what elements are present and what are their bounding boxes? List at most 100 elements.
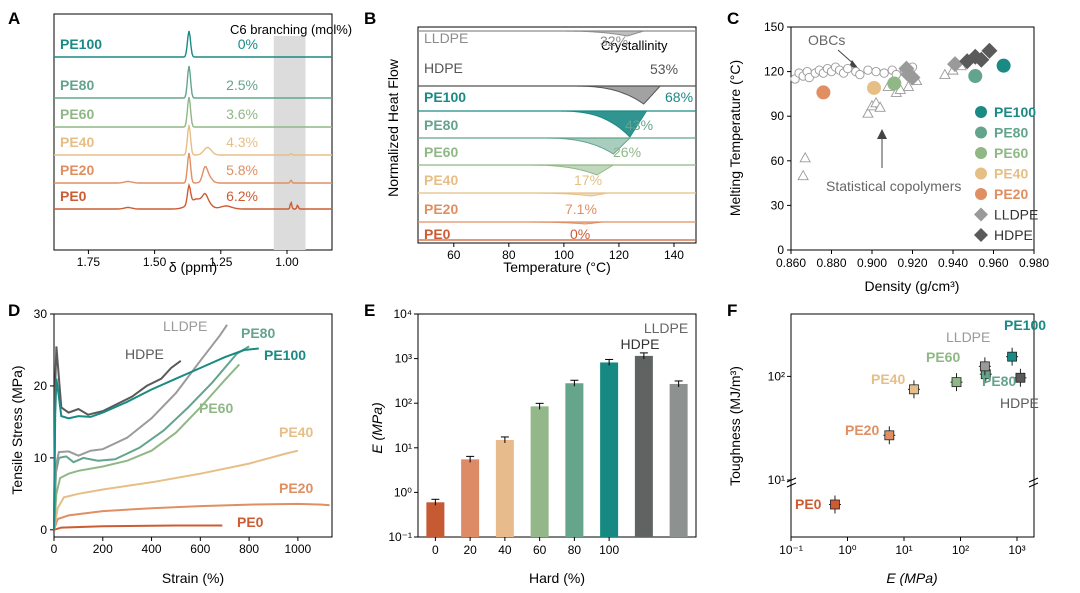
panel-c-xtick-label: 0.860 [776, 256, 806, 270]
panel-f-ytick-label: 10² [768, 369, 785, 383]
panel-c-legend-marker [975, 106, 987, 118]
panel-f-axis-break-right [1028, 477, 1039, 488]
panel-d-series-label: PE0 [237, 514, 264, 530]
panel-c-obc-point [879, 68, 889, 78]
panel-b-series-label: PE20 [424, 201, 458, 217]
panel-c-legend-marker [974, 228, 988, 242]
panel-b-xlabel: Temperature (°C) [503, 259, 611, 275]
panel-d-series-label: PE60 [199, 400, 233, 416]
panel-a-xtick-label: 1.75 [77, 255, 101, 269]
panel-e-bar-label-hdpe: HDPE [621, 336, 660, 352]
panel-c-point-pe60 [887, 76, 902, 91]
panel-c-copolymer-point [797, 169, 809, 181]
panel-e-bar [530, 406, 549, 537]
panel-b-crystallinity-value: 26% [613, 144, 641, 160]
panel-f-point-hdpe [1015, 372, 1026, 383]
panel-d-xtick-label: 600 [190, 542, 210, 556]
panel-d-tensile: Tensile Stress (MPa) Strain (%) 0 200 400 6… [9, 307, 333, 586]
panel-f-xtick-label: 10² [952, 543, 969, 557]
panel-d-curve-pe0 [53, 524, 223, 531]
panel-f-point-pe100 [1007, 351, 1018, 362]
panel-letter-f: F [727, 301, 737, 320]
panel-c-copolymer-point [874, 101, 886, 112]
panel-b-crystallinity-value: 7.1% [565, 201, 597, 217]
panel-e-modulus: E (MPa) Hard (%) 10⁻¹ 10⁰ 10¹ 10² 10³ 10⁴ 0 20 4… [369, 307, 697, 586]
panel-d-curve-lldpe [53, 324, 228, 530]
panel-c-annotation-copolymers: Statistical copolymers [826, 178, 961, 194]
panel-a-xtick-label: 1.00 [275, 255, 299, 269]
panel-c-legend-marker [975, 188, 987, 200]
panel-b-crystallinity-value: 68% [665, 89, 693, 105]
panel-f-frame [790, 313, 1035, 538]
panel-b-xtick-label: 60 [447, 248, 461, 262]
panel-a-branching-value: 0% [238, 36, 258, 52]
panel-c-legend-label: PE80 [994, 125, 1028, 141]
panel-b-xtick-label: 80 [502, 248, 516, 262]
panel-e-xlabel: Hard (%) [529, 570, 585, 586]
panel-f-ytick-label: 10¹ [768, 473, 785, 487]
panel-b-series-label: PE0 [424, 226, 451, 242]
panel-d-ytick-label: 0 [40, 523, 47, 537]
panel-letter-e: E [364, 301, 375, 320]
panel-d-curve-pe60 [53, 363, 241, 530]
panel-a-branching-value: 2.5% [226, 77, 258, 93]
panel-f-series-label: PE80 [982, 373, 1016, 389]
panel-f-series-label: PE0 [795, 496, 822, 512]
panel-b-dsc: Normalized Heat Flow Temperature (°C) Cr… [385, 26, 697, 275]
panel-b-melt-peak-hdpe [566, 85, 662, 105]
panel-f-series-label: PE100 [1004, 317, 1046, 333]
panel-a-spectrum-pe100 [54, 30, 332, 58]
panel-c-legend-label: PE100 [994, 104, 1036, 120]
panel-b-melt-peak-pe60 [519, 164, 616, 176]
panel-c-point-lldpe [898, 60, 915, 77]
panel-f-xtick-label: 10⁻¹ [779, 543, 803, 557]
panel-c-xtick-label: 0.880 [816, 256, 846, 270]
panel-f-series-label: PE40 [871, 371, 905, 387]
panel-a-spectrum-pe60 [54, 96, 332, 128]
panel-c-ytick-label: 150 [764, 20, 784, 34]
panel-a-frame [53, 13, 333, 251]
panel-c-xlabel: Density (g/cm³) [865, 278, 960, 294]
panel-d-curve-pe80 [53, 345, 250, 530]
panel-d-curve-pe40 [53, 449, 299, 530]
panel-e-xtick-label: 100 [599, 543, 619, 557]
panel-c-obc-point [855, 69, 865, 80]
panel-c-point-pe40 [867, 80, 882, 95]
panel-letter-a: A [8, 9, 20, 28]
panel-d-curve-hdpe [53, 346, 182, 530]
panel-e-bar-label-lldpe: LLDPE [644, 320, 688, 336]
panel-c-obc-point [871, 66, 881, 77]
panel-b-crystallinity-value: 0% [570, 226, 590, 242]
panel-b-series-label: PE100 [424, 89, 466, 105]
panel-f-xtick-label: 10⁰ [838, 543, 856, 557]
panel-d-xlabel: Strain (%) [162, 570, 224, 586]
panel-b-series-label: PE80 [424, 117, 458, 133]
panel-e-bar [634, 355, 653, 537]
panel-c-point-hdpe [973, 51, 990, 68]
panel-d-series-label: PE80 [241, 325, 275, 341]
panel-c-point-pe80 [968, 69, 983, 84]
panel-a-annotation: C6 branching (mol%) [230, 22, 352, 37]
panel-e-xtick-label: 60 [533, 543, 547, 557]
panel-a-series-label: PE40 [60, 134, 94, 150]
panel-f-point-pe60 [951, 377, 962, 388]
panel-c-legend-label: PE60 [994, 145, 1028, 161]
panel-f-point-pe0 [830, 499, 840, 510]
panel-e-xtick-label: 0 [432, 543, 439, 557]
panel-a-xlabel: δ (ppm) [169, 259, 217, 275]
panel-a-branching-value: 5.8% [226, 162, 258, 178]
panel-a-xtick-label: 1.25 [209, 255, 233, 269]
panel-c-scatter: Melting Temperature (°C) Density (g/cm³)… [727, 20, 1049, 294]
panel-b-ylabel: Normalized Heat Flow [385, 58, 401, 197]
panel-d-xtick-label: 1000 [285, 542, 312, 556]
panel-c-xtick-label: 0.900 [857, 256, 887, 270]
panel-d-series-label: HDPE [125, 346, 164, 362]
panel-c-point-pe100 [996, 58, 1011, 73]
panel-c-point-pe20 [816, 85, 831, 100]
panel-c-copolymer-point [862, 107, 874, 118]
panel-d-ytick-label: 10 [34, 451, 48, 465]
panel-d-xtick-label: 800 [239, 542, 259, 556]
panel-letter-c: C [727, 9, 739, 28]
panel-a-shaded-region [273, 36, 306, 250]
